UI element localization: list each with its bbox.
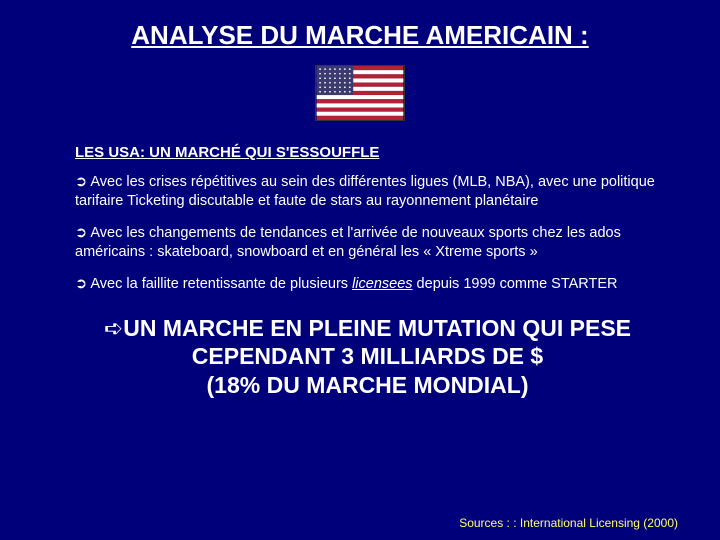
bullet-arrow-icon: ➲: [75, 225, 87, 241]
bullet-text: Avec les changements de tendances et l'a…: [75, 225, 621, 260]
conclusion-line2: CEPENDANT 3 MILLIARDS DE $: [192, 343, 543, 369]
section-subtitle: LES USA: UN MARCHÉ QUI S'ESSOUFFLE: [75, 144, 680, 161]
bullet-item: ➲ Avec les changements de tendances et l…: [75, 224, 675, 261]
conclusion-block: ➪UN MARCHE EN PLEINE MUTATION QUI PESE C…: [55, 314, 680, 400]
bullet-text-pre: Avec la faillite retentissante de plusie…: [87, 276, 352, 292]
page-title: ANALYSE DU MARCHE AMERICAIN :: [0, 0, 720, 65]
usa-flag-icon: [315, 65, 405, 121]
bullet-arrow-icon: ➲: [75, 276, 87, 292]
conclusion-line1: UN MARCHE EN PLEINE MUTATION QUI PESE: [123, 315, 631, 341]
source-citation: Sources : : International Licensing (200…: [459, 516, 678, 530]
bullet-item: ➲ Avec les crises répétitives au sein de…: [75, 173, 675, 210]
bullet-arrow-icon: ➲: [75, 174, 87, 190]
conclusion-line3: (18% DU MARCHE MONDIAL): [207, 372, 529, 398]
bullet-item: ➲ Avec la faillite retentissante de plus…: [75, 275, 675, 294]
hand-arrow-icon: ➪: [104, 315, 123, 341]
bullet-text: Avec les crises répétitives au sein des …: [75, 174, 655, 209]
bullet-text-post: depuis 1999 comme STARTER: [413, 276, 618, 292]
bullet-italic: licensees: [352, 276, 412, 292]
flag-container: [0, 65, 720, 126]
